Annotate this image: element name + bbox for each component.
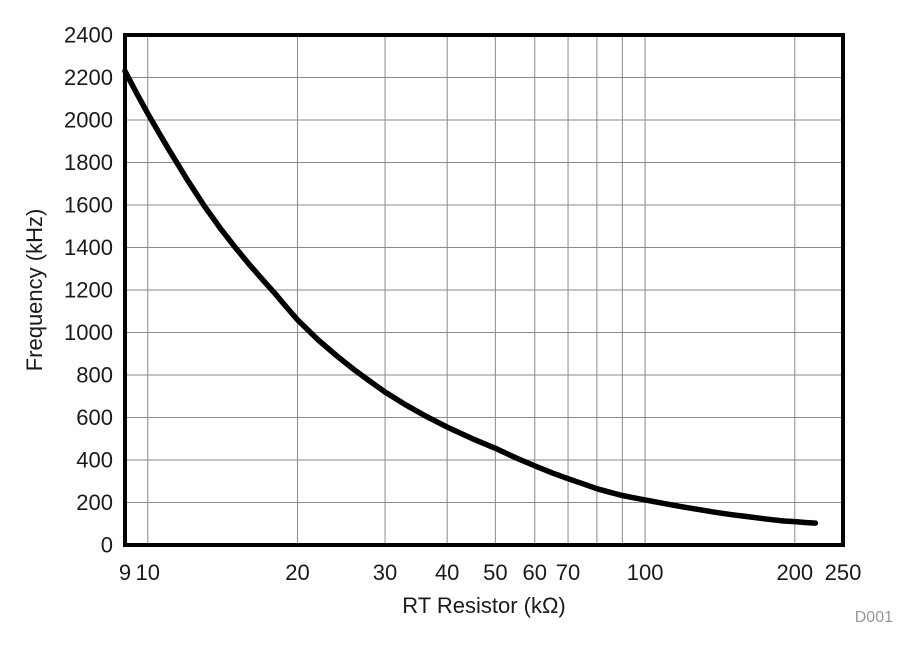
- plot-id-watermark: D001: [855, 609, 893, 626]
- x-tick-label: 9: [119, 560, 131, 585]
- y-tick-label: 400: [76, 448, 113, 473]
- y-tick-label: 1800: [64, 150, 113, 175]
- x-tick-label: 60: [523, 560, 547, 585]
- x-tick-label: 70: [556, 560, 580, 585]
- x-tick-label: 50: [483, 560, 507, 585]
- y-tick-label: 2000: [64, 108, 113, 133]
- y-tick-label: 200: [76, 490, 113, 515]
- y-tick-label: 600: [76, 405, 113, 430]
- x-tick-label: 10: [136, 560, 160, 585]
- x-tick-label: 250: [825, 560, 862, 585]
- y-axis-tick-labels: 0 200 400 600 800 1000 1200 1400 1600 1800 2000 220…: [64, 23, 113, 558]
- x-tick-label: 100: [627, 560, 664, 585]
- frequency-curve: [122, 68, 819, 526]
- y-tick-label: 2200: [64, 65, 113, 90]
- x-tick-label: 30: [373, 560, 397, 585]
- grid-layer: [125, 35, 843, 545]
- x-tick-label: 20: [285, 560, 309, 585]
- y-tick-label: 1600: [64, 193, 113, 218]
- plot-border: [123, 33, 845, 547]
- x-tick-label: 200: [776, 560, 813, 585]
- x-tick-label: 40: [435, 560, 459, 585]
- y-tick-label: 0: [101, 533, 113, 558]
- y-tick-label: 1000: [64, 320, 113, 345]
- y-tick-label: 2400: [64, 23, 113, 48]
- y-tick-label: 1400: [64, 235, 113, 260]
- y-axis-title: Frequency (kHz): [22, 209, 47, 372]
- y-tick-label: 800: [76, 363, 113, 388]
- x-axis-tick-labels: 9 10 20 30 40 50 60 70 100 200 250: [119, 560, 861, 585]
- y-tick-label: 1200: [64, 278, 113, 303]
- x-axis-title: RT Resistor (kΩ): [402, 593, 566, 618]
